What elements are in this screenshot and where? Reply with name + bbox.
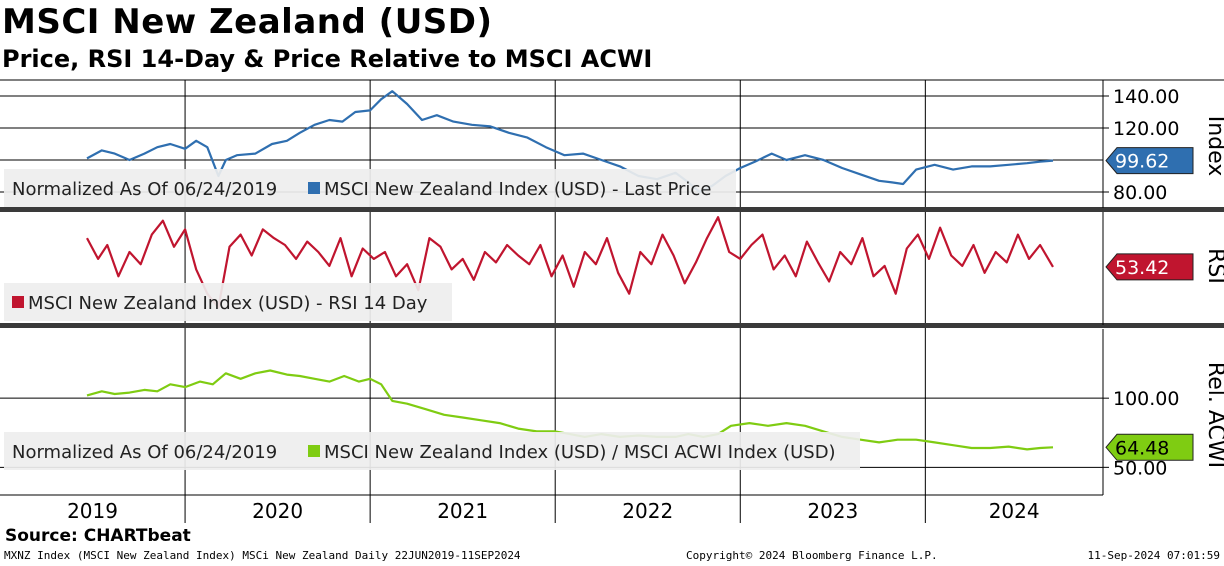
x-tick-label-2023: 2023: [807, 499, 858, 523]
price-tick-label-140.00: 140.00: [1113, 86, 1179, 108]
x-tick-label-2020: 2020: [252, 499, 303, 523]
relative-legend-label: MSCI New Zealand Index (USD) / MSCI ACWI…: [324, 442, 836, 463]
axes: 140.00 120.00 80.00 99.62 Index 53.42 RSI 100.0…: [67, 80, 1224, 523]
rsi-last-value-label: 53.42: [1115, 257, 1169, 279]
relative-last-value-tag: [1105, 433, 1194, 461]
panel-frames: [0, 79, 1224, 496]
price-tick-label-80.00: 80.00: [1113, 182, 1167, 204]
price-legend-box: [4, 169, 736, 207]
relative-legend-box: [4, 432, 860, 470]
price-legend-swatch: [308, 182, 320, 194]
rsi-series-line: [86, 216, 1054, 309]
price-legend-prefix: Normalized As Of 06/24/2019: [12, 179, 277, 200]
price-last-value-tag: [1105, 147, 1194, 175]
rsi-legend-label: MSCI New Zealand Index (USD) - RSI 14 Da…: [28, 293, 428, 314]
relative-axis-title: Rel. ACWI: [1203, 362, 1224, 468]
relative-legend-prefix: Normalized As Of 06/24/2019: [12, 442, 277, 463]
relative-legend-swatch: [308, 445, 320, 457]
footer-copyright: Copyright© 2024 Bloomberg Finance L.P.: [686, 549, 938, 562]
footer-ticker-info: MXNZ Index (MSCI New Zealand Index) MSCi…: [4, 549, 521, 562]
rsi-legend-box: [4, 283, 452, 321]
panel-divider-1: [0, 207, 1224, 212]
relative-series-line: [86, 369, 1054, 451]
price-legend-label: MSCI New Zealand Index (USD) - Last Pric…: [324, 179, 711, 200]
x-tick-label-2022: 2022: [622, 499, 673, 523]
price-last-value-label: 99.62: [1115, 151, 1169, 173]
x-tick-label-2021: 2021: [437, 499, 488, 523]
price-tick-label-120.00: 120.00: [1113, 118, 1179, 140]
panel-divider-2: [0, 323, 1224, 328]
rsi-axis-title: RSI: [1203, 248, 1224, 284]
rsi-last-value-tag: [1105, 253, 1194, 281]
relative-tick-label-50.00: 50.00: [1113, 457, 1167, 479]
relative-last-value-label: 64.48: [1115, 437, 1169, 459]
price-series-line: [86, 90, 1054, 194]
price-axis-title: Index: [1203, 116, 1224, 177]
chart-subtitle: Price, RSI 14-Day & Price Relative to MS…: [2, 45, 653, 73]
footer-timestamp: 11-Sep-2024 07:01:59: [1087, 549, 1220, 562]
x-tick-label-2019: 2019: [67, 499, 118, 523]
source-note: Source: CHARTbeat: [5, 526, 191, 546]
series-lines: [86, 90, 1054, 451]
x-tick-label-2024: 2024: [989, 499, 1040, 523]
chart-title: MSCI New Zealand (USD): [2, 2, 493, 42]
relative-tick-label-100.00: 100.00: [1113, 388, 1179, 410]
rsi-legend-swatch: [12, 296, 24, 308]
legends: Normalized As Of 06/24/2019 MSCI New Zeal…: [4, 169, 860, 470]
